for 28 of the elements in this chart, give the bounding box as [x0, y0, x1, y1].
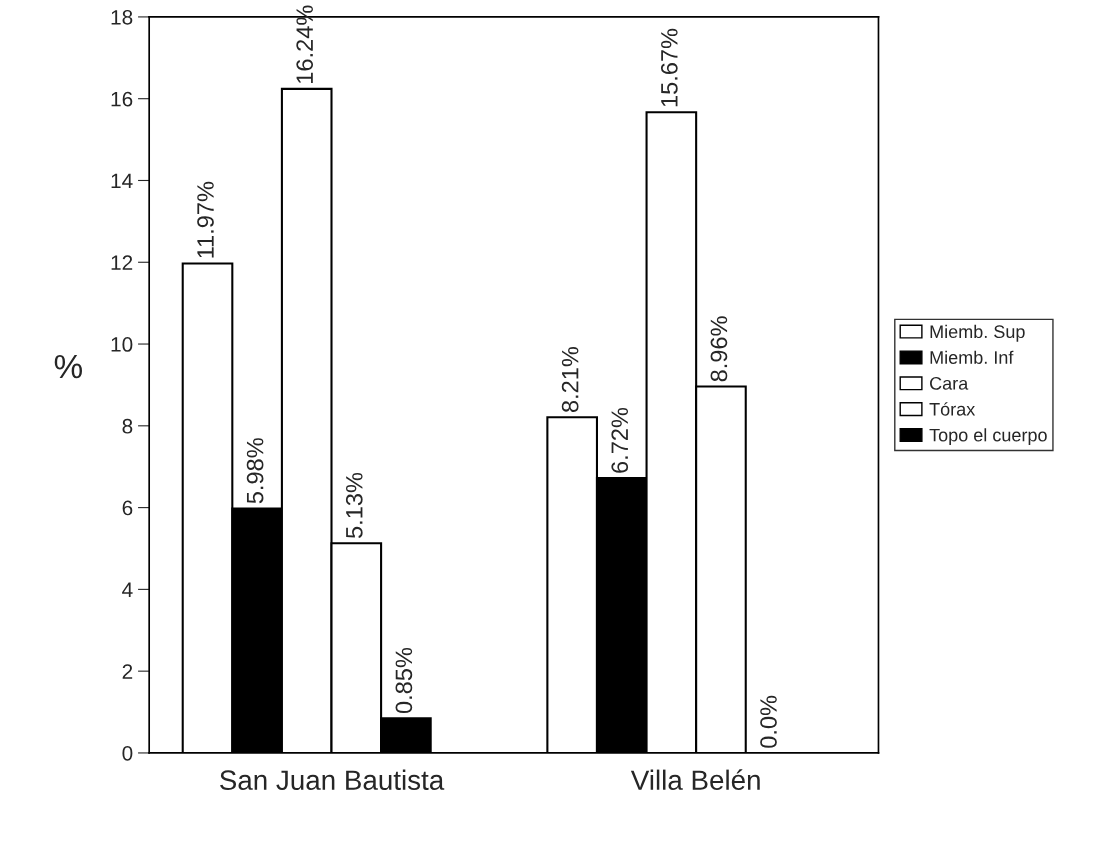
data-label: 8.21% — [561, 346, 579, 413]
y-tick-label: 2 — [122, 664, 133, 679]
y-tick-label: 0 — [122, 745, 133, 761]
legend-label: Topo el cuerpo — [929, 428, 1047, 446]
y-tick-label: 8 — [122, 418, 133, 434]
data-label: 16.24% — [296, 5, 314, 83]
data-label: 15.67% — [660, 28, 678, 107]
y-tick-label: 14 — [111, 173, 133, 189]
legend-label: Miemb. Sup — [930, 324, 1025, 342]
data-label: 0.0% — [760, 695, 777, 748]
y-tick-label: 4 — [122, 582, 133, 597]
data-label: 5.13% — [345, 472, 363, 539]
y-tick-label: 6 — [122, 500, 133, 516]
data-label: 0.85% — [395, 647, 413, 714]
legend-label: Cara — [930, 376, 969, 390]
data-label: 11.97% — [197, 181, 214, 258]
legend-label: Miemb. Inf — [930, 350, 1014, 364]
data-label: 6.72% — [611, 407, 629, 473]
data-label: 8.96% — [710, 316, 728, 382]
y-tick-label: 12 — [111, 255, 133, 270]
y-tick-label: 18 — [111, 9, 133, 25]
x-tick-label: Villa Belén — [630, 769, 760, 791]
x-tick-label: San Juan Bautista — [220, 769, 445, 791]
y-tick-label: 16 — [111, 91, 133, 107]
y-axis-title: % — [54, 354, 82, 379]
y-tick-label: 10 — [111, 337, 133, 352]
data-label: 5.98% — [246, 438, 264, 504]
legend-label: Tórax — [929, 402, 976, 416]
